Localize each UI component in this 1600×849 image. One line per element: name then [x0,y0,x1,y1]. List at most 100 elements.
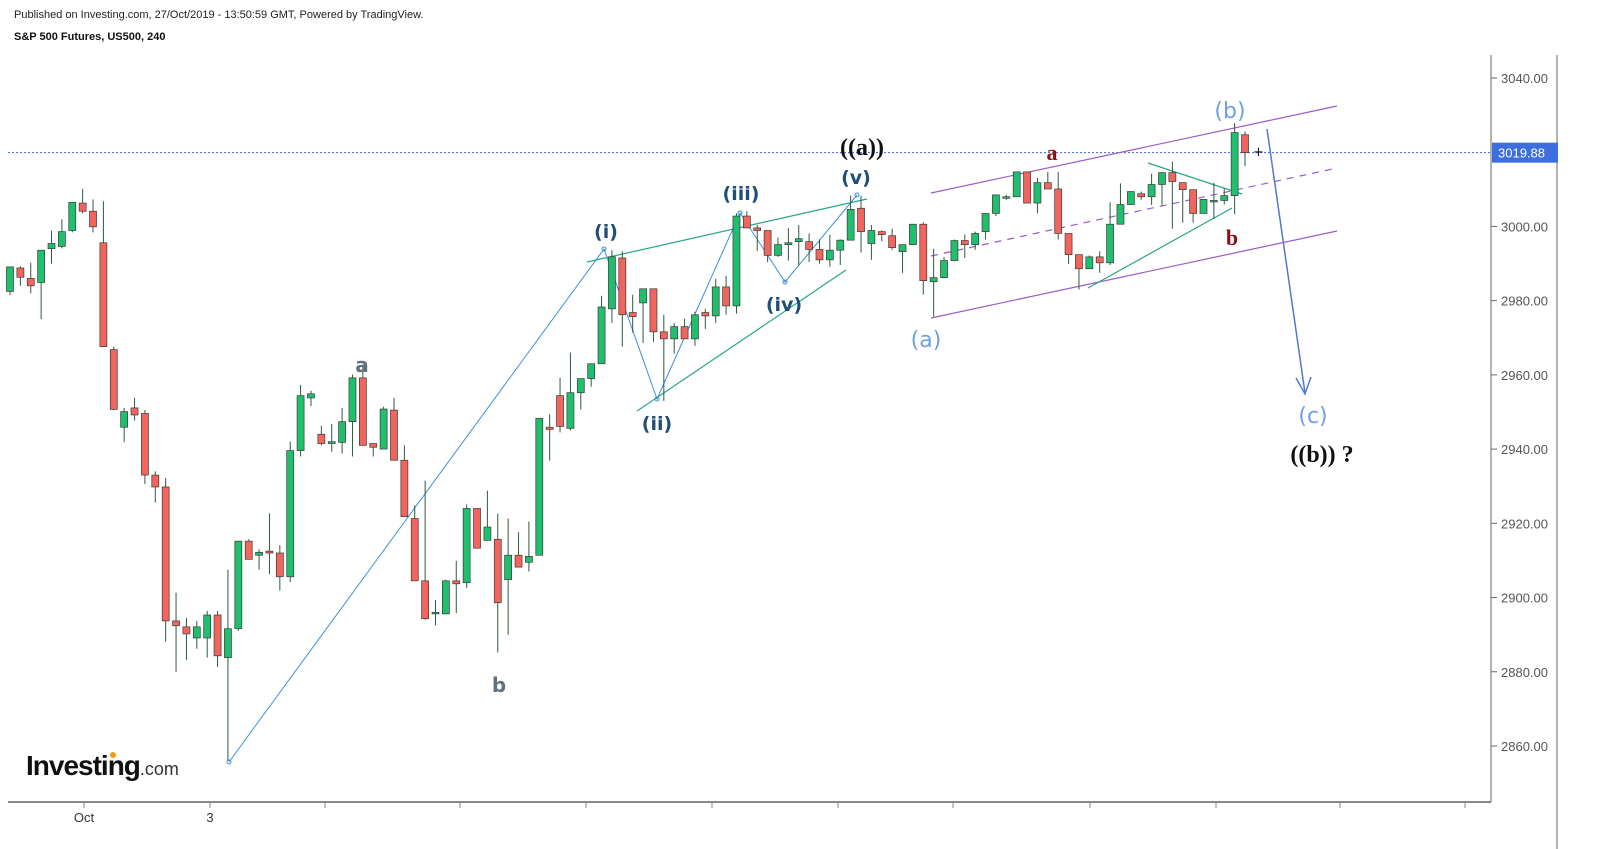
y-axis-ticks: 3040.00 3000.00 2980.00 2960.00 2940.00 2920.… [1491,71,1548,754]
candle-down [452,580,461,585]
drawings-layer[interactable]: + [226,105,1338,765]
published-note: Published on Investing.com, 27/Oct/2019 … [14,9,424,21]
candle-down [722,286,730,307]
chart-title: S&P 500 Futures, US500, 240 [14,31,166,43]
candle-down [1075,254,1083,270]
candle-up [826,249,834,261]
candle-down [680,326,689,340]
logo-suffix: .com [139,759,179,779]
candle-down [26,278,35,287]
candle-up [711,286,720,317]
candle-down [151,474,160,488]
candle-up [442,580,450,615]
candle-up [940,260,948,279]
y-tick-label: 2860.00 [1501,739,1548,754]
candle-down [473,508,481,549]
candle-down [359,377,367,446]
candle-down [1168,172,1177,182]
candle-up [525,555,533,563]
triangle-upper-line[interactable] [1147,162,1243,195]
candle-up [68,201,77,231]
logo-brand: Investing [26,750,141,781]
candle-down [421,580,429,620]
candle-up [483,526,492,541]
candle-down [753,227,762,231]
candle-up [597,306,606,365]
wave-node [601,246,607,252]
channel-mid-line[interactable] [930,167,1338,257]
candle-down [1137,193,1146,198]
candle-up [670,326,679,340]
candle-up [867,230,876,244]
wave-label: b [1226,225,1238,250]
candle-down [888,235,896,248]
candle-down [1095,256,1104,264]
candle-up [255,551,263,556]
candle-up [794,238,803,243]
wedge-lower-line[interactable] [636,269,847,412]
y-tick-label: 2960.00 [1501,368,1548,383]
candle-down [265,550,274,554]
candle-up [929,277,938,283]
logo-dot-icon [110,752,116,758]
wave-node [782,279,788,285]
wave-label: (ii) [642,413,672,435]
candle-up [1106,223,1114,264]
wave-labels-layer: a b (i) (ii) (iii) (iv) (v) ((a)) (a) a b (b) (c) ((b… [355,99,1353,697]
x-axis-ticks: Oct 3 [74,802,1466,825]
candle-down [1178,182,1187,191]
candle-up [504,554,513,581]
candle-up [47,243,56,250]
candle-up [1126,191,1135,205]
candle-down [410,518,419,582]
candle-up [348,377,357,422]
candle-up [1085,256,1094,270]
candle-down [815,249,824,261]
candle-down [857,207,865,232]
impulse-wave-line[interactable] [228,194,858,763]
wave-label: (iii) [723,183,760,205]
candle-up [587,363,596,379]
wave-node [854,192,860,198]
channel-lower-line[interactable] [930,230,1338,319]
candle-down [78,202,87,212]
wave-label: (a) [911,328,942,353]
candle-up [971,233,980,245]
candle-down [618,257,627,316]
y-tick-label: 2940.00 [1501,442,1548,457]
candle-down [213,614,222,657]
candle-down [763,230,772,256]
channel-upper-line[interactable] [930,105,1338,194]
candle-down [877,231,886,235]
y-tick-label: 2920.00 [1501,516,1548,531]
candle-up [732,215,741,307]
candle-up [1033,182,1042,204]
candle-up [898,244,907,253]
wave-label: (v) [841,167,871,189]
candle-up [224,628,232,659]
wedge-upper-line[interactable] [586,198,868,263]
candle-up [1116,204,1125,225]
candle-down [960,240,969,245]
investing-logo: Investing.com [26,750,179,782]
candle-up [535,417,544,556]
candle-up [58,231,66,247]
x-tick-label: Oct [74,810,95,825]
wave-node [226,759,232,765]
projection-arrow-line[interactable] [1266,128,1306,394]
candle-down [649,288,658,333]
wave-label: (iv) [766,294,802,316]
candle-up [639,288,647,304]
candle-up [909,223,917,245]
candle-up [608,256,616,310]
candle-up [462,508,471,584]
candle-down [805,241,813,250]
triangle-lower-line[interactable] [1087,207,1233,289]
arrow-head-icon [1295,376,1312,396]
candle-down [919,223,928,281]
x-tick-label: 3 [206,810,213,825]
candle-down [628,312,637,317]
candle-up [1230,132,1239,196]
candle-down [493,538,502,604]
